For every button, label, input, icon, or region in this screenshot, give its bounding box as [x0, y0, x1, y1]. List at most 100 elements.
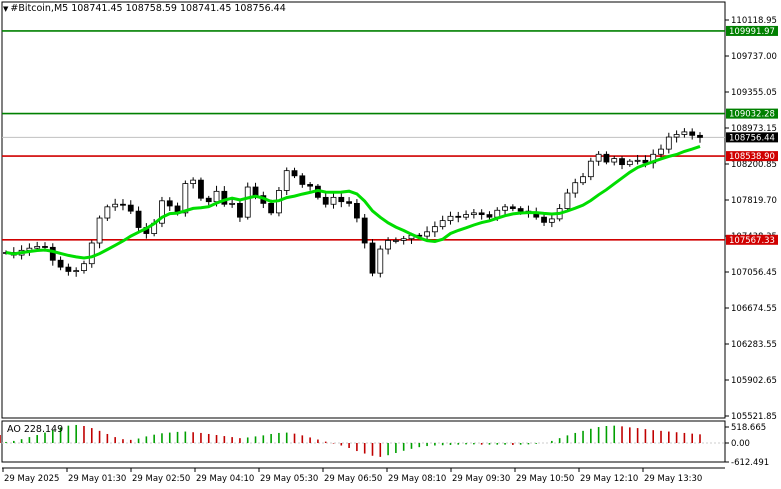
- candle-body: [229, 202, 236, 205]
- candle-body: [587, 160, 594, 178]
- candle-body: [626, 160, 633, 166]
- candle-body: [392, 240, 399, 242]
- candle-body: [486, 214, 493, 218]
- candle-body: [673, 134, 680, 138]
- candle-body: [252, 186, 259, 197]
- price-axis-label: 105521.85: [731, 412, 777, 422]
- candle-body: [73, 270, 80, 272]
- level-price-tag: [726, 234, 778, 245]
- level-price-tag: [726, 151, 778, 162]
- time-axis-label: 29 May 04:10: [196, 474, 254, 484]
- candle-body: [377, 248, 384, 274]
- candle-body: [509, 206, 516, 209]
- triangle-down-icon: ▼: [3, 5, 9, 13]
- ao-scale-label: 0.00: [731, 439, 750, 449]
- candle-body: [159, 200, 165, 224]
- candle-body: [572, 182, 579, 194]
- price-axis-label: 109355.05: [731, 88, 777, 98]
- price-axis-label: 110118.95: [731, 16, 777, 26]
- candle-body: [470, 212, 477, 215]
- candle-body: [424, 231, 430, 237]
- candle-body: [385, 240, 391, 250]
- ao-scale-label: 518.665: [731, 423, 766, 433]
- candle-body: [42, 246, 48, 248]
- price-axis-label: 106674.55: [731, 304, 777, 314]
- time-axis-label: 29 May 05:30: [260, 474, 318, 484]
- ao-scale-label: -612.491: [731, 458, 769, 468]
- candle-body: [541, 216, 547, 223]
- candle-body: [665, 136, 672, 150]
- price-axis-label: 108973.15: [731, 124, 777, 134]
- candle-body: [237, 202, 243, 218]
- candle-body: [307, 184, 314, 187]
- candle-body: [548, 218, 555, 223]
- candle-body: [213, 190, 220, 203]
- candle-body: [57, 259, 64, 268]
- time-axis-label: 29 May 12:10: [580, 474, 638, 484]
- candle-body: [400, 238, 407, 241]
- candle-body: [697, 134, 703, 138]
- candle-body: [166, 200, 173, 207]
- level-price-label: 108538.90: [729, 152, 775, 162]
- candle-body: [268, 202, 275, 214]
- candle-body: [182, 183, 189, 214]
- candle-body: [49, 246, 56, 261]
- time-axis-label: 29 May 02:50: [132, 474, 190, 484]
- symbol-info-text: #Bitcoin,M5 108741.45 108758.59 108741.4…: [10, 3, 286, 14]
- candle-body: [190, 179, 197, 184]
- price-axis-label: 108200.85: [731, 160, 777, 170]
- price-axis-label: 109737.00: [731, 52, 777, 62]
- candle-body: [104, 206, 111, 219]
- candle-body: [517, 208, 524, 212]
- candle-body: [580, 176, 586, 184]
- candle-body: [431, 226, 438, 233]
- time-axis-label: 29 May 2025: [4, 474, 59, 484]
- candle-body: [439, 220, 446, 228]
- candle-body: [455, 215, 462, 218]
- current-price-tag: [726, 132, 778, 143]
- ao-indicator-label: AO 228.149: [7, 424, 64, 435]
- price-axis-label: 105902.65: [731, 376, 777, 386]
- candle-body: [603, 153, 610, 163]
- time-axis-label: 29 May 09:30: [452, 474, 510, 484]
- candle-body: [198, 179, 204, 199]
- candle-body: [283, 170, 290, 191]
- price-axis-label: 106283.55: [731, 340, 777, 350]
- time-axis-label: 29 May 10:50: [516, 474, 574, 484]
- ao-panel-frame: [1, 420, 726, 463]
- price-axis-label: 107056.45: [731, 268, 777, 278]
- time-axis-label: 29 May 08:10: [388, 474, 446, 484]
- candle-body: [205, 197, 212, 203]
- candle-body: [361, 217, 368, 244]
- level-price-label: 109032.28: [729, 110, 775, 120]
- time-axis-label: 29 May 01:30: [68, 474, 126, 484]
- candle-body: [595, 153, 602, 162]
- time-axis-label: 29 May 13:30: [644, 474, 702, 484]
- level-price-label: 109991.97: [729, 27, 775, 37]
- candle-body: [564, 192, 571, 209]
- candle-body: [619, 158, 625, 166]
- candle-body: [353, 202, 360, 219]
- candle-body: [34, 246, 41, 249]
- candle-body: [244, 186, 251, 218]
- candle-body: [120, 203, 126, 206]
- candle-body: [634, 159, 641, 162]
- candle-body: [346, 201, 353, 204]
- candle-body: [463, 214, 469, 218]
- candle-body: [369, 242, 376, 274]
- time-axis-label: 29 May 06:50: [324, 474, 382, 484]
- candle-body: [322, 196, 329, 205]
- level-price-tag: [726, 108, 778, 119]
- candle-body: [447, 215, 454, 222]
- candle-body: [299, 175, 306, 185]
- candle-body: [658, 148, 664, 155]
- level-price-tag: [726, 25, 778, 36]
- level-price-label: 107567.33: [729, 236, 775, 246]
- main-chart-frame: [1, 1, 726, 419]
- candle-body: [112, 203, 119, 208]
- candle-body: [291, 170, 298, 177]
- candle-body: [330, 196, 337, 205]
- candle-body: [96, 217, 103, 244]
- candle-body: [689, 131, 696, 136]
